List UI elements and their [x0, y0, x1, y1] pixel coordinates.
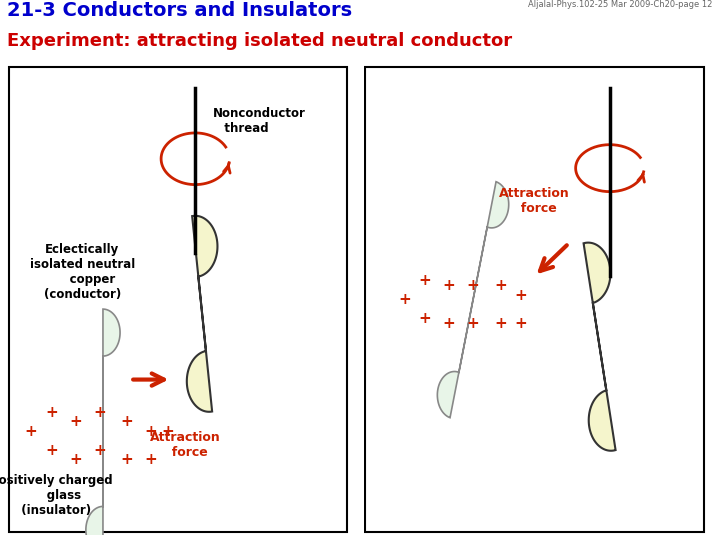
- Text: +: +: [467, 316, 480, 330]
- Text: Positively charged
      glass
  (insulator): Positively charged glass (insulator): [0, 474, 113, 517]
- Text: Attraction
  force: Attraction force: [150, 431, 220, 459]
- Polygon shape: [437, 182, 509, 417]
- Text: +: +: [515, 287, 527, 302]
- Text: +: +: [515, 316, 527, 330]
- Text: +: +: [93, 405, 106, 420]
- Text: +: +: [45, 405, 58, 420]
- Polygon shape: [186, 216, 217, 412]
- Text: +: +: [161, 424, 174, 438]
- Text: +: +: [145, 424, 157, 438]
- Text: +: +: [467, 278, 480, 293]
- Text: Aljalal-Phys.102-25 Mar 2009-Ch20-page 12: Aljalal-Phys.102-25 Mar 2009-Ch20-page 1…: [528, 0, 713, 9]
- Text: +: +: [398, 292, 411, 307]
- Text: +: +: [120, 414, 133, 429]
- Text: Attraction
  force: Attraction force: [499, 187, 570, 215]
- Text: +: +: [145, 452, 157, 467]
- Text: +: +: [45, 443, 58, 457]
- Text: +: +: [69, 414, 82, 429]
- Text: +: +: [24, 424, 37, 438]
- Text: +: +: [494, 316, 507, 330]
- Polygon shape: [584, 242, 616, 451]
- Text: Nonconductor
   thread: Nonconductor thread: [212, 107, 305, 135]
- Polygon shape: [86, 309, 120, 540]
- Text: +: +: [93, 443, 106, 457]
- Text: +: +: [494, 278, 507, 293]
- Text: Eclectically
isolated neutral
     copper
(conductor): Eclectically isolated neutral copper (co…: [30, 244, 135, 301]
- Text: +: +: [443, 278, 456, 293]
- Text: Experiment: attracting isolated neutral conductor: Experiment: attracting isolated neutral …: [7, 32, 513, 50]
- Text: 21-3 Conductors and Insulators: 21-3 Conductors and Insulators: [7, 1, 352, 21]
- Text: +: +: [443, 316, 456, 330]
- Text: +: +: [69, 452, 82, 467]
- Text: +: +: [120, 452, 133, 467]
- Text: +: +: [419, 273, 431, 288]
- Text: +: +: [419, 311, 431, 326]
